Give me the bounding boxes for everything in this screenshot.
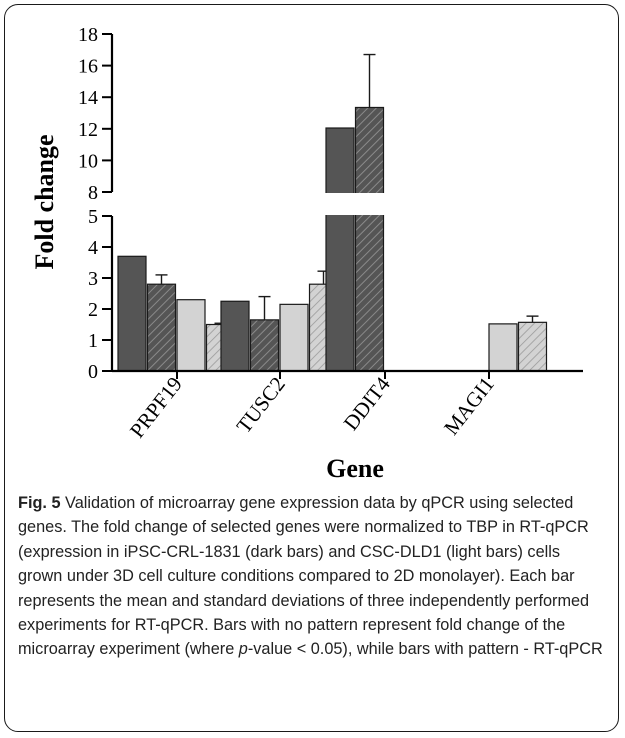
y-tick-label-14: 14 (78, 87, 98, 109)
y-tick-label-18: 18 (78, 24, 98, 46)
bar-tusc2-b (249, 319, 280, 372)
y-tick-label-0: 0 (88, 361, 98, 383)
y-tick-label-16: 16 (78, 56, 98, 78)
bar-magi1-c (488, 323, 518, 372)
y-tick-label-10: 10 (78, 150, 98, 172)
y-tick-label-12: 12 (78, 119, 98, 141)
bar-prpf19-c (176, 299, 206, 372)
y-tick-label-5: 5 (88, 206, 98, 228)
caption-text-2: -value < 0.05), while bars with pattern … (247, 640, 603, 659)
bar-ddit4-b (354, 106, 385, 372)
caption-p-italic: p (238, 640, 248, 659)
y-tick-label-2: 2 (88, 299, 98, 321)
bar-ddit4-a (325, 127, 355, 372)
figure-caption: Fig. 5 Validation of microarray gene exp… (18, 491, 608, 662)
bar-prpf19-b (146, 283, 177, 372)
figure-label: Fig. 5 (18, 494, 61, 512)
x-tick-label-tusc2: TUSC2 (232, 372, 290, 437)
bars-layer (117, 53, 548, 372)
y-tick-label-4: 4 (88, 237, 98, 259)
y-tick-label-3: 3 (88, 268, 98, 290)
y-tick-label-8: 8 (88, 182, 98, 204)
bar-prpf19-a (117, 255, 147, 372)
axis-break-gap (100, 193, 585, 215)
y-tick-label-1: 1 (88, 330, 98, 352)
bar-magi1-d (517, 321, 548, 372)
x-tick-label-prpf19: PRPF19 (125, 372, 187, 442)
x-tick-label-ddit4: DDIT4 (339, 372, 396, 435)
caption-text-1: Validation of microarray gene expression… (18, 494, 590, 659)
y-axis-title: Fold change (30, 134, 59, 269)
x-axis-title: Gene (326, 454, 384, 483)
bar-tusc2-c (279, 303, 309, 372)
bar-tusc2-a (220, 300, 250, 372)
x-tick-label-magi1: MAGI1 (439, 372, 499, 439)
